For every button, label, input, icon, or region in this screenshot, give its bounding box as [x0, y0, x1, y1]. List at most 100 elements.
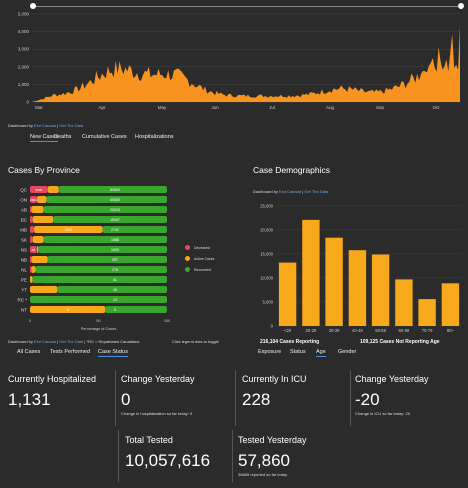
province-bar-segment[interactable] — [30, 296, 167, 303]
province-bar-segment[interactable] — [38, 246, 168, 253]
age-x-tick: 60-69 — [399, 328, 410, 333]
province-bar-segment[interactable] — [35, 266, 168, 273]
province-bar-segment[interactable] — [30, 196, 37, 203]
province-bar-segment[interactable] — [30, 206, 32, 213]
age-bar[interactable] — [371, 254, 390, 327]
province-bar-segment[interactable] — [47, 256, 167, 263]
tab-age[interactable]: Age — [316, 349, 326, 357]
tab-tests-performed[interactable]: Tests Performed — [50, 349, 91, 355]
province-bar-segment[interactable] — [32, 276, 168, 283]
age-x-tick: 20-29 — [306, 328, 317, 333]
icu-label: Currently In ICU — [242, 374, 307, 384]
age-bar[interactable] — [325, 237, 343, 326]
province-bar-segment[interactable] — [30, 226, 35, 233]
esri-link-3[interactable]: Esri Canada — [279, 189, 302, 194]
province-bar-segment[interactable] — [30, 256, 32, 263]
tab-cumulative-cases[interactable]: Cumulative Cases — [82, 134, 127, 140]
recovered-data-label: 1688 — [111, 238, 119, 242]
age-x-tick: <20 — [284, 328, 292, 333]
age-bar[interactable] — [278, 262, 297, 326]
slider-end-handle[interactable] — [458, 3, 464, 9]
province-bar-segment[interactable] — [30, 276, 33, 283]
tab-gender[interactable]: Gender — [338, 349, 357, 355]
province-x-tick: 0 — [29, 319, 31, 323]
legend-hint: Click legend dots to toggle — [172, 339, 219, 344]
tab-all-cases[interactable]: All Cases — [17, 349, 41, 355]
province-bar-segment[interactable] — [30, 216, 33, 223]
province-bar-segment[interactable] — [58, 186, 167, 193]
province-label: ON — [20, 198, 27, 203]
province-bar-segment[interactable] — [31, 266, 36, 273]
province-bar-segment[interactable] — [102, 226, 167, 233]
province-bar-segment[interactable] — [53, 216, 167, 223]
time-slider[interactable] — [30, 3, 464, 9]
tab-hospitalizations[interactable]: Hospitalizations — [135, 134, 174, 140]
province-bar-segment[interactable] — [32, 236, 44, 243]
recovered-data-label: 10047 — [110, 218, 120, 222]
tab-case-status[interactable]: Case Status — [98, 349, 128, 357]
tab-exposure[interactable]: Exposure — [258, 349, 282, 355]
top-y-tick: 0 — [26, 100, 29, 105]
legend-dot-deceased[interactable] — [185, 245, 190, 250]
tab-new-cases[interactable]: New Cases — [30, 134, 59, 142]
total-tested-label: Total Tested — [125, 435, 173, 445]
esri-link-2[interactable]: Esri Canada — [34, 339, 57, 344]
divider-5 — [232, 430, 233, 482]
province-label: NL — [21, 268, 27, 273]
age-bar[interactable] — [395, 279, 413, 326]
top-y-tick: 5,000 — [18, 12, 30, 17]
age-bar[interactable] — [418, 299, 436, 326]
tab-deaths[interactable]: Deaths — [54, 134, 72, 140]
get-data-link-3[interactable]: Get The Data — [304, 189, 329, 194]
top-x-tick: Apr — [98, 105, 106, 110]
recovered-data-label: 5 — [114, 308, 116, 312]
dashboard-credit-province: Dashboard by Esri Canada | Get The Data … — [8, 339, 140, 344]
province-label: NS — [21, 248, 27, 253]
legend-label-active: Active Cases — [194, 256, 215, 261]
province-bar-segment[interactable] — [34, 226, 103, 233]
icu-value: 228 — [242, 390, 271, 409]
province-bar-segment[interactable] — [31, 256, 48, 263]
province-bar-segment[interactable] — [31, 206, 44, 213]
legend-dot-recovered[interactable] — [185, 267, 190, 272]
tab-status[interactable]: Status — [290, 349, 306, 355]
province-bar-segment[interactable] — [57, 286, 167, 293]
top-y-tick: 2,000 — [18, 64, 30, 69]
province-bar-segment[interactable] — [47, 186, 59, 193]
province-bar-segment[interactable] — [46, 196, 167, 203]
province-title: Cases By Province — [8, 165, 80, 175]
age-bar[interactable] — [302, 219, 320, 326]
esri-link[interactable]: Esri Canada — [34, 123, 57, 128]
hospitalized-value: 1,131 — [8, 390, 51, 409]
hosp-change-sub: Change in hospitalization so far today: … — [121, 411, 193, 416]
dashboard-credit-demographics: Dashboard by Esri Canada | Get The Data — [253, 189, 329, 194]
recovered-data-label: 2742 — [111, 228, 119, 232]
tested-yesterday-sub: 38689 reported so far today — [238, 472, 288, 477]
province-bar-segment[interactable] — [105, 306, 167, 313]
province-bar-segment[interactable] — [30, 186, 48, 193]
slider-start-handle[interactable] — [30, 3, 36, 9]
province-bar-segment[interactable] — [32, 216, 54, 223]
get-data-link[interactable]: Get The Data — [59, 123, 84, 128]
legend-dot-active[interactable] — [185, 256, 190, 261]
province-bar-segment[interactable] — [30, 266, 32, 273]
total-tested-value: 10,057,616 — [125, 451, 211, 470]
top-y-tick: 4,000 — [18, 29, 30, 34]
top-x-tick: Aug — [326, 105, 335, 110]
recovered-data-label: 80800 — [110, 188, 120, 192]
get-data-link-2[interactable]: Get The Data — [59, 339, 84, 344]
demographics-title: Case Demographics — [253, 165, 331, 175]
province-bar-segment[interactable] — [36, 196, 47, 203]
age-bar[interactable] — [348, 250, 367, 326]
province-bar-segment[interactable] — [30, 306, 106, 313]
icu-change-sub: Change in ICU so far today: 20 — [355, 411, 410, 416]
province-bar-segment[interactable] — [36, 246, 39, 253]
province-bar-segment[interactable] — [30, 236, 33, 243]
age-bar[interactable] — [441, 283, 460, 326]
province-bar-segment[interactable] — [43, 236, 168, 243]
province-bar-segment[interactable] — [30, 286, 58, 293]
age-y-tick: 15,000 — [260, 252, 273, 257]
icu-change-value: -20 — [355, 390, 380, 409]
province-bar-segment[interactable] — [30, 246, 37, 253]
province-bar-segment[interactable] — [43, 206, 168, 213]
